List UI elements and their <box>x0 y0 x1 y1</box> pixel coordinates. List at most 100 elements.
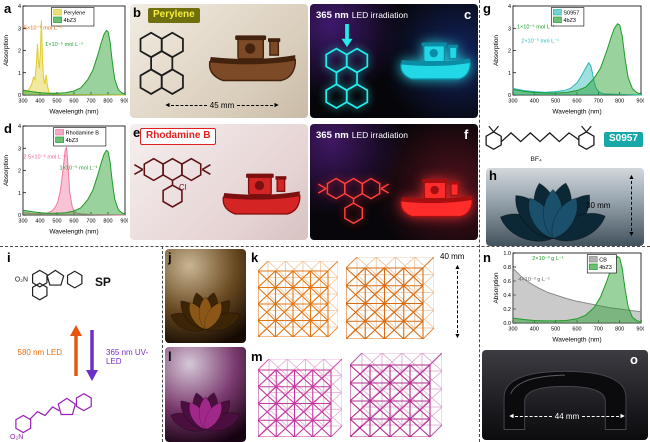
no2-label-top: O₂N <box>15 276 28 283</box>
panel-letter-d: d <box>4 121 12 136</box>
legend-swatch <box>55 129 64 136</box>
panel-l-photo <box>165 347 246 442</box>
panel-letter-i: i <box>7 250 11 265</box>
chart-annotation: 1×10⁻⁵ mol L⁻¹ <box>60 164 98 171</box>
legend-swatch <box>553 9 562 16</box>
x-axis-label: Wavelength (nm) <box>552 109 601 116</box>
y-tick-label: 3 <box>508 26 511 32</box>
x-tick-label: 300 <box>18 219 27 225</box>
legend-label: 4bZ3 <box>563 18 576 24</box>
x-tick-label: 800 <box>615 327 624 333</box>
scale-label: 44 mm <box>554 412 580 421</box>
y-tick-label: 3 <box>18 26 21 32</box>
divider-vertical-left <box>162 246 163 442</box>
panel-letter-m: m <box>251 349 263 364</box>
x-tick-label: 300 <box>508 99 517 105</box>
irradiation-wavelength: 365 nm <box>316 10 349 21</box>
y-tick-label: 0 <box>18 213 21 219</box>
x-tick-label: 900 <box>636 99 644 105</box>
legend-swatch <box>553 16 562 23</box>
y-tick-label: 2 <box>18 49 21 55</box>
chart-annotation: 2×10⁻⁵ mol L⁻¹ <box>521 38 559 45</box>
bf4-label: BF₄ <box>530 156 542 163</box>
x-tick-label: 800 <box>103 99 112 105</box>
panel-letter-c: c <box>464 7 472 22</box>
legend-label: Perylene <box>64 10 86 16</box>
lattice-cube-magenta-2 <box>349 352 443 438</box>
rhodamine-structure-glowing <box>317 177 390 224</box>
scale-line <box>237 105 274 106</box>
x-tick-label: 400 <box>35 219 44 225</box>
y-tick-label: 4 <box>18 4 21 10</box>
x-tick-label: 400 <box>530 327 539 333</box>
panel-letter-e: e <box>133 125 141 140</box>
panel-letter-o: o <box>630 352 638 367</box>
panel-letter-k: k <box>251 250 259 265</box>
series-line <box>22 149 126 215</box>
x-tick-label: 500 <box>52 99 61 105</box>
series-fill <box>23 20 125 95</box>
panel-i-scheme: O₂N SP 580 nm LED 365 nm UV-LED O₂N <box>2 248 160 442</box>
x-tick-label: 400 <box>530 99 539 105</box>
legend-label: 4bZ3 <box>64 18 77 24</box>
perylene-label: Perylene <box>148 8 200 23</box>
legend-box <box>53 127 107 147</box>
lattice-structure <box>257 260 339 338</box>
photoswitch-arrows <box>70 325 98 381</box>
y-tick-label: 0.8 <box>503 265 511 271</box>
scale-bar-40mm: ▲ ▼ <box>454 264 461 340</box>
lotus-print-teal <box>496 180 610 242</box>
sp-structure: O₂N SP <box>15 269 111 301</box>
x-tick-label: 800 <box>615 99 624 105</box>
y-tick-label: 0 <box>508 93 511 99</box>
legend-label: Rhodamine B <box>66 130 100 136</box>
chart-annotation: 1×10⁻⁵ mol L⁻¹ <box>517 23 555 30</box>
arrow-down-icon: ▼ <box>454 333 461 340</box>
irradiation-text: LED irradiation <box>351 130 408 140</box>
benchy-boat-red-glowing <box>400 179 473 217</box>
legend-swatch <box>53 9 62 16</box>
panel-k-lattices: 40 mm ▲ ▼ <box>248 249 478 344</box>
arrow-left-icon: ◄ <box>508 413 515 420</box>
irradiation-caption: 365 nm LED irradiation <box>316 10 408 21</box>
y-tick-label: 0.2 <box>503 307 511 313</box>
series-line <box>512 23 642 95</box>
arrow-down-icon: ▼ <box>628 231 635 238</box>
arrow-up-icon: ▲ <box>454 264 461 271</box>
panel-letter-g: g <box>483 1 491 16</box>
arrow-up-orange-icon <box>70 325 82 336</box>
sp-label: SP <box>95 275 111 289</box>
perylene-structure-glowing <box>325 47 369 109</box>
legend-label: 4bZ3 <box>66 138 79 144</box>
y-tick-label: 4 <box>18 124 21 130</box>
scale-line <box>456 271 458 333</box>
series-fill <box>513 268 641 323</box>
irradiation-text: LED irradiation <box>351 10 408 20</box>
x-tick-label: 900 <box>120 99 128 105</box>
arch-print-black <box>503 370 627 430</box>
benchy-boat-cyan-glowing <box>400 42 471 79</box>
legend-label: CB <box>599 257 607 263</box>
x-tick-label: 900 <box>120 219 128 225</box>
series-line <box>22 20 126 96</box>
panel-h-photo: 30 mm ▲ ▼ <box>486 168 644 246</box>
panel-letter-b: b <box>133 5 141 20</box>
x-axis-label: Wavelength (nm) <box>49 229 98 236</box>
x-axis-label: Wavelength (nm) <box>49 109 98 116</box>
lattice-structure <box>257 358 343 438</box>
panel-c-photo: 365 nm LED irradiation <box>310 4 478 118</box>
rhodamine-label: Rhodamine B <box>140 128 217 145</box>
chart-annotation: 1×10⁻⁵ mol L⁻¹ <box>45 41 83 48</box>
scale-line <box>170 105 207 106</box>
rhodamine-structure: Cl <box>134 157 211 208</box>
x-tick-label: 900 <box>636 327 644 333</box>
y-tick-label: 2 <box>18 169 21 175</box>
panel-letter-l: l <box>168 349 172 364</box>
lattice-structure <box>345 256 435 340</box>
series-line <box>512 61 642 96</box>
series-fill <box>23 150 125 215</box>
scale-bar-45mm: ◄ 45 mm ► <box>164 101 280 110</box>
scale-line <box>582 416 620 417</box>
panel-m-lattices <box>248 347 478 442</box>
